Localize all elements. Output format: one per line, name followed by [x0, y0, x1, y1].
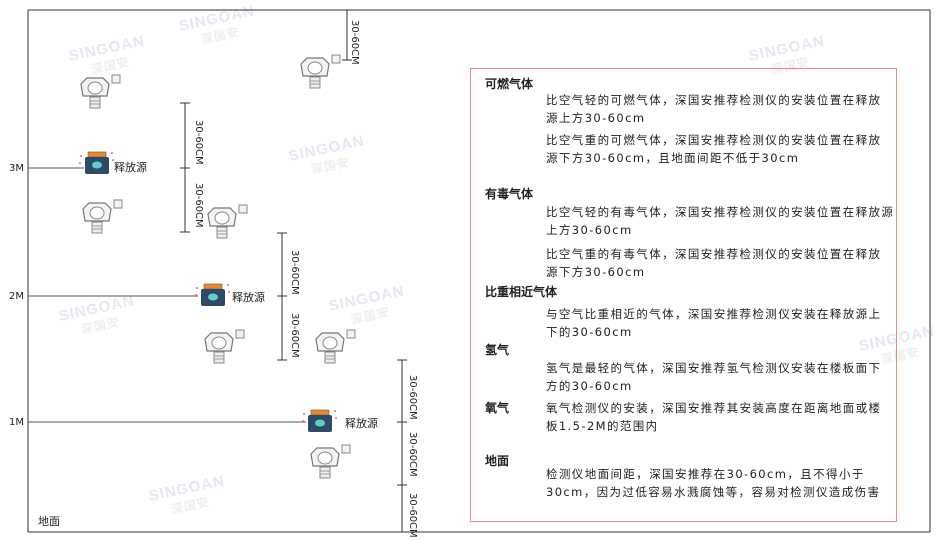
dimension-lines: [180, 10, 407, 532]
release-source-icon: [78, 151, 115, 175]
detector-icon: [204, 329, 245, 364]
source-label: 释放源: [232, 290, 265, 304]
level-1m: 1M: [9, 417, 24, 428]
installation-notes-panel: 可燃气体 比空气轻的可燃气体，深国安推荐检测仪的安装位置在释放源上方30-60c…: [470, 68, 897, 522]
dimension-label: 30-60CM: [289, 250, 300, 295]
dimension-label: 30-60CM: [407, 432, 418, 477]
note-heading: 比重相近气体: [485, 285, 558, 299]
detector-icon: [80, 74, 121, 109]
release-source-icon: [301, 409, 338, 433]
note-heading: 有毒气体: [485, 187, 534, 201]
source-label: 释放源: [345, 416, 378, 430]
note-heading: 氧气: [485, 401, 510, 415]
note-text: 氧气检测仪的安装，深国安推荐其安装高度在距离地面或楼板1.5-2M的范围内: [546, 401, 882, 433]
note-text: 比空气轻的可燃气体，深国安推荐检测仪的安装位置在释放源上方30-60cm: [546, 93, 882, 125]
note-heading: 地面: [485, 454, 510, 468]
detector-icon: [310, 444, 351, 479]
note-text: 比空气重的可燃气体，深国安推荐检测仪的安装位置在释放源下方30-60cm，且地面…: [546, 133, 882, 165]
ground-label: 地面: [38, 515, 60, 528]
dimension-label: 30-60CM: [407, 493, 418, 538]
detector-icon: [300, 54, 341, 89]
frame: [27, 9, 931, 533]
release-source-icon: [194, 283, 231, 307]
dimension-label: 30-60CM: [193, 183, 204, 228]
note-text: 检测仪地面间距，深国安推荐在30-60cm，且不得小于30cm，因为过低容易水溅…: [546, 467, 881, 499]
level-2m: 2M: [9, 291, 24, 302]
note-text: 氢气是最轻的气体，深国安推荐氢气检测仪安装在楼板面下方的30-60cm: [546, 361, 882, 393]
note-text: 与空气比重相近的气体，深国安推荐检测仪安装在释放源上下的30-60cm: [546, 307, 882, 339]
detector-icon: [82, 199, 123, 234]
dimension-label: 30-60CM: [193, 120, 204, 165]
source-label: 释放源: [114, 160, 147, 174]
dimension-label: 30-60CM: [407, 375, 418, 420]
note-heading: 可燃气体: [485, 77, 534, 91]
detector-icon: [207, 204, 248, 239]
dimension-label: 30-60CM: [349, 20, 360, 65]
level-3m: 3M: [9, 163, 24, 174]
detector-icon: [315, 329, 356, 364]
note-heading: 氢气: [485, 343, 510, 357]
note-text: 比空气轻的有毒气体，深国安推荐检测仪的安装位置在释放源上方30-60cm: [546, 205, 895, 237]
note-text: 比空气重的有毒气体，深国安推荐检测仪的安装位置在释放源下方30-60cm: [546, 247, 882, 279]
dimension-label: 30-60CM: [289, 313, 300, 358]
level-lines: [28, 167, 306, 423]
